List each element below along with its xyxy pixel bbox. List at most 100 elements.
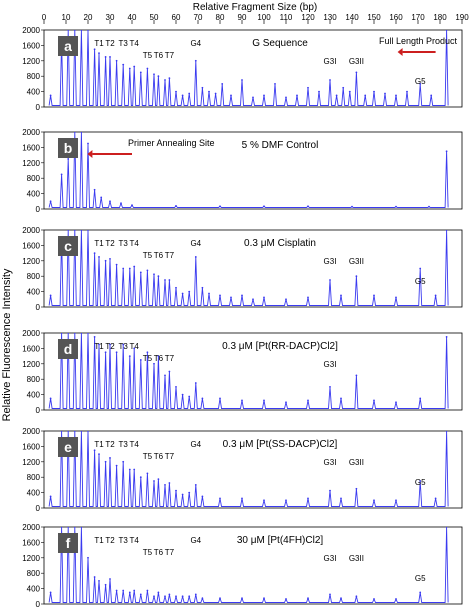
trace-peak <box>445 230 448 231</box>
trace-peak <box>188 290 191 293</box>
trace-peak <box>241 597 243 600</box>
trace-peak <box>115 263 118 266</box>
peak-label: T3 <box>119 239 129 248</box>
trace-peak <box>164 79 166 81</box>
y-tick-label: 2000 <box>22 329 40 338</box>
trace-peak <box>307 497 309 500</box>
trace-peak <box>188 491 191 494</box>
peak-label: T1 <box>94 39 104 48</box>
top-tick-label: 100 <box>257 13 271 22</box>
peak-label: T3 <box>119 440 129 449</box>
peak-label: G5 <box>415 277 426 286</box>
peak-label: T2 <box>105 536 115 545</box>
top-tick-label: 140 <box>345 13 359 22</box>
trace-peak <box>67 527 70 528</box>
trace-peak <box>329 386 331 388</box>
top-tick-label: 70 <box>194 13 203 22</box>
trace-peak <box>307 296 309 299</box>
trace-peak <box>285 96 287 99</box>
trace-peak <box>373 598 375 600</box>
trace-peak <box>128 67 131 70</box>
trace-peak <box>263 597 265 600</box>
trace-peak <box>181 292 184 295</box>
trace-peak <box>219 497 221 500</box>
peak-label: G3II <box>349 554 364 563</box>
trace-peak <box>355 71 358 74</box>
peak-label: T4 <box>130 440 140 449</box>
top-tick-label: 150 <box>367 13 381 22</box>
peak-label: T2 <box>105 342 115 351</box>
trace-peak <box>219 597 221 600</box>
y-tick-label: 400 <box>27 391 41 400</box>
top-tick-label: 20 <box>84 13 93 22</box>
trace-peak <box>307 399 309 402</box>
y-tick-label: 400 <box>27 585 41 594</box>
trace-peak <box>307 597 309 600</box>
annotation-text: Full Length Product <box>379 36 458 46</box>
trace-peak <box>49 591 52 594</box>
y-tick-label: 400 <box>27 88 41 97</box>
top-axis-title: Relative Fragment Size (bp) <box>193 2 318 13</box>
trace-peak <box>263 296 265 299</box>
trace-peak <box>153 480 155 482</box>
trace-peak <box>87 431 89 432</box>
trace-peak <box>285 298 287 301</box>
trace-peak <box>214 92 217 95</box>
trace-peak <box>168 593 171 596</box>
trace-peak <box>219 397 221 400</box>
peak-label: T3 <box>119 39 129 48</box>
peak-label: T5 <box>143 354 153 363</box>
peak-label: T6 <box>154 452 164 461</box>
y-tick-label: 0 <box>36 504 41 513</box>
trace-peak <box>153 273 155 276</box>
peak-label: G3I <box>324 57 337 66</box>
y-tick-label: 1600 <box>22 344 40 353</box>
trace-peak <box>318 90 320 93</box>
trace-peak <box>87 333 89 334</box>
trace-peak <box>194 59 197 62</box>
trace-peak <box>373 499 375 502</box>
peak-label: T3 <box>119 342 129 351</box>
trace-peak <box>188 92 191 95</box>
trace-peak <box>49 397 52 400</box>
trace-peak <box>194 484 197 486</box>
trace-peak <box>98 343 100 346</box>
trace-peak <box>67 230 70 231</box>
peak-label: T1 <box>94 536 104 545</box>
trace-peak <box>67 30 70 31</box>
top-tick-label: 120 <box>301 13 315 22</box>
panel-title: 30 μM [Pt(4FH)Cl2] <box>237 535 324 546</box>
top-tick-label: 170 <box>411 13 425 22</box>
trace-peak <box>73 30 76 31</box>
top-axis-ticks: 0 10 20 30 40 50 60 70 80 90 100 110 120 130 140 150 160… <box>42 13 469 24</box>
trace-peak <box>221 83 224 85</box>
trace-peak <box>80 431 83 432</box>
trace-peak <box>445 150 448 153</box>
trace-peak <box>157 75 160 78</box>
trace-peak <box>139 71 142 74</box>
panel-frame <box>43 229 463 308</box>
panel-d: 2000 1600 1200 800 400 0 d 0.3 μM [Pt(RR-DACP)C… <box>22 329 463 415</box>
trace-peak <box>434 497 437 500</box>
trace-peak <box>93 576 96 578</box>
trace-peak <box>73 527 76 528</box>
panel-letter-badge <box>58 533 78 553</box>
trace-peak <box>133 347 136 350</box>
trace-peak <box>252 298 254 301</box>
trace-peak <box>128 355 131 357</box>
trace-peak <box>60 333 63 334</box>
panel-title: 0.3 μM Cisplatin <box>244 238 316 249</box>
trace-peak <box>80 333 83 334</box>
trace-peak <box>115 464 118 467</box>
trace-peak <box>98 52 100 54</box>
panel-frame <box>43 29 463 108</box>
trace-peak <box>60 431 63 432</box>
trace-peak <box>115 589 118 592</box>
trace-peak <box>93 188 96 191</box>
trace-peak <box>445 527 448 528</box>
trace-peak <box>175 489 177 492</box>
trace-peak <box>60 527 63 528</box>
y-tick-label: 1600 <box>22 41 40 50</box>
top-tick-label: 10 <box>62 13 71 22</box>
trace-peak <box>133 265 136 268</box>
